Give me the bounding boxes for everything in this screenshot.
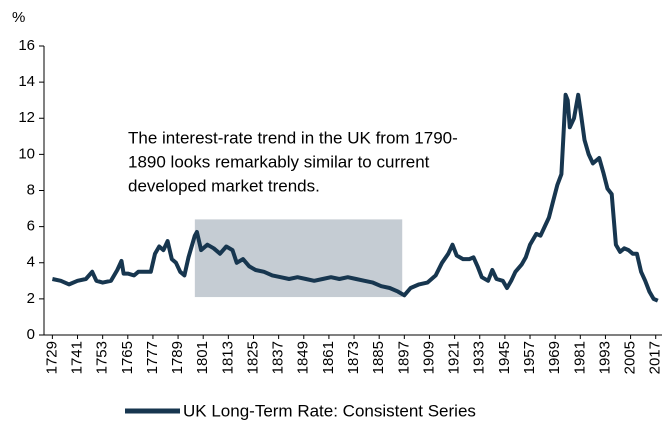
x-tick-label: 1813 [219, 341, 236, 374]
x-tick-label: 1801 [194, 341, 211, 374]
x-tick-label: 1993 [596, 341, 613, 374]
legend-label: UK Long-Term Rate: Consistent Series [183, 401, 476, 420]
x-tick-label: 1825 [244, 341, 261, 374]
x-tick-label: 1873 [345, 341, 362, 374]
x-tick-label: 1765 [119, 341, 136, 374]
x-tick-label: 1729 [43, 341, 60, 374]
x-tick-label: 1909 [420, 341, 437, 374]
annotation: The interest-rate trend in the UK from 1… [128, 128, 458, 147]
x-tick-label: 1981 [571, 341, 588, 374]
x-tick-label: 1861 [320, 341, 337, 374]
x-tick-label: 1945 [496, 341, 513, 374]
x-tick-label: 1741 [68, 341, 85, 374]
series-line [51, 92, 659, 303]
highlight-region [194, 219, 403, 298]
x-tick-label: 2017 [647, 341, 664, 374]
x-tick-label: 1753 [94, 341, 111, 374]
x-tick-label: 1933 [471, 341, 488, 374]
annotation: developed market trends. [128, 176, 320, 195]
x-tick-label: 2005 [622, 341, 639, 374]
x-tick-label: 1849 [295, 341, 312, 374]
y-tick-label: 8 [27, 181, 35, 198]
x-tick-label: 1777 [144, 341, 161, 374]
y-tick-label: 10 [18, 145, 35, 162]
y-unit: % [12, 9, 25, 26]
y-tick-label: 2 [27, 290, 35, 307]
x-tick-label: 1957 [521, 341, 538, 374]
y-tick-label: 16 [18, 37, 35, 54]
y-tick-label: 0 [27, 326, 35, 343]
x-tick-label: 1897 [395, 341, 412, 374]
annotation: 1890 looks remarkably similar to current [128, 152, 430, 171]
x-tick-label: 1921 [446, 341, 463, 374]
y-tick-label: 12 [18, 109, 35, 126]
y-tick-label: 6 [27, 218, 35, 235]
x-tick-label: 1837 [270, 341, 287, 374]
y-tick-label: 14 [18, 73, 35, 90]
x-tick-label: 1885 [370, 341, 387, 374]
x-tick-label: 1789 [169, 341, 186, 374]
x-tick-label: 1969 [546, 341, 563, 374]
y-tick-label: 4 [27, 254, 35, 271]
